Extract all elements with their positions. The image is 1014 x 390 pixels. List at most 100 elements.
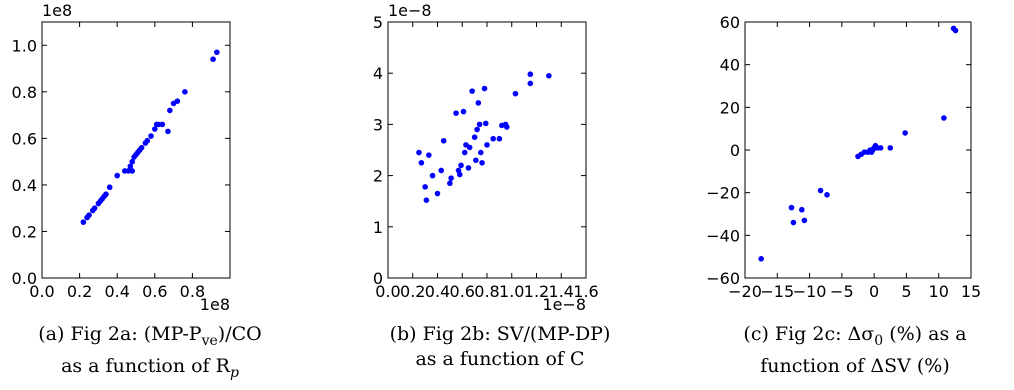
data-point-b [429, 172, 436, 179]
data-point-a [106, 184, 113, 191]
data-point-c [952, 27, 959, 34]
x-tick-label-a: 0.0 [29, 282, 54, 301]
data-point-c [902, 130, 908, 136]
y-tick-label-a: 0.6 [12, 129, 37, 148]
x-tick-label-a: 0.8 [180, 282, 205, 301]
data-point-b [471, 134, 478, 140]
data-point-a [129, 168, 136, 174]
y-tick-label-b: 2 [373, 167, 383, 186]
data-point-b [527, 71, 534, 78]
chart-panel-c: −20 −15 −10 −5 0 5 10 15 −60 −40 −20 0 20 40 60 (c) Fi… [705, 0, 1005, 390]
caption-a: (a) Fig 2a: (MP-Pve)/CO as a function of… [0, 322, 300, 386]
data-point-c [887, 145, 894, 151]
y-tick-label-a: 0.8 [12, 83, 37, 102]
data-point-a [159, 121, 166, 128]
data-point-a [152, 126, 158, 132]
x-tick-label-b: 1.0 [499, 282, 524, 301]
data-point-b [447, 180, 453, 187]
data-point-b [465, 165, 472, 171]
y-tick-label-b: 1 [373, 218, 383, 237]
x-tick-label-a: 0.6 [142, 282, 167, 301]
y-tick-label-c: 20 [720, 98, 740, 117]
data-point-a [144, 137, 151, 144]
data-point-b [481, 85, 488, 92]
data-point-a [127, 163, 134, 170]
data-point-b [461, 149, 468, 156]
data-point-b [423, 197, 430, 203]
data-point-b [466, 144, 473, 151]
data-point-b [546, 72, 552, 79]
x-tick-label-b: 1.4 [549, 282, 574, 301]
data-point-c [799, 206, 805, 213]
data-point-a [80, 219, 87, 225]
data-point-b [456, 171, 463, 178]
data-point-b [490, 135, 496, 142]
y-multiplier-a: 1e8 [42, 1, 72, 20]
data-point-c [788, 204, 795, 211]
data-point-a [214, 49, 220, 56]
data-point-c [824, 192, 830, 198]
data-point-a [167, 107, 173, 114]
data-point-b [469, 88, 475, 94]
y-tick-label-b: 3 [373, 115, 383, 134]
y-tick-label-c: −60 [706, 269, 740, 288]
data-point-b [476, 121, 483, 128]
data-point-b [416, 149, 422, 156]
scatter-chart-a: 0.0 0.2 0.4 0.6 0.8 0.0 0.2 0.4 0.6 0.8 1.0 1e8 1e8 [12, 1, 231, 314]
data-point-a [165, 128, 171, 135]
y-tick-label-a: 0.2 [12, 222, 37, 241]
data-point-b [426, 152, 432, 158]
y-tick-label-a: 1.0 [12, 36, 37, 55]
data-point-c [790, 219, 797, 226]
caption-b: (b) Fig 2b: SV/(MP-DP) as a function of … [350, 322, 650, 372]
chart-panel-b: 0.0 0.2 0.4 0.6 0.8 1.0 1.2 1.4 1.6 0 1 2 3 4 5 1e−8 1e−… [350, 0, 650, 390]
data-point-b [475, 100, 482, 106]
y-tick-label-b: 0 [373, 269, 383, 288]
x-tick-label-c: −10 [793, 282, 827, 301]
x-multiplier-a: 1e8 [200, 295, 230, 314]
caption-c: (c) Fig 2c: Δσ0 (%) as a function of ΔSV… [705, 322, 1005, 379]
data-point-a [148, 133, 154, 139]
data-point-c [801, 217, 808, 224]
caption-c-line2: function of ΔSV (%) [760, 354, 950, 377]
data-point-b [448, 175, 454, 181]
caption-c-line1: (c) Fig 2c: Δσ0 (%) as a [743, 323, 967, 349]
x-tick-label-c: −20 [728, 282, 762, 301]
y-tick-label-c: −40 [706, 226, 740, 245]
x-tick-label-b: 0.0 [375, 282, 400, 301]
data-point-b [482, 120, 489, 127]
plot-frame-c [744, 21, 972, 279]
data-point-b [438, 167, 445, 174]
y-tick-label-c: 40 [720, 56, 740, 75]
plot-frame-b [387, 21, 587, 279]
data-point-b [478, 149, 484, 156]
y-tick-label-b: 5 [373, 13, 383, 32]
data-point-b [434, 190, 441, 197]
data-point-b [458, 162, 464, 169]
x-tick-label-a: 0.4 [104, 282, 129, 301]
x-tick-label-c: 5 [901, 282, 911, 301]
y-tick-label-c: 0 [730, 141, 740, 160]
x-tick-label-b: 0.6 [450, 282, 475, 301]
data-point-c [941, 115, 947, 121]
x-tick-label-b: 0.2 [400, 282, 425, 301]
data-point-c [877, 145, 884, 151]
y-tick-label-c: 60 [720, 13, 740, 32]
x-tick-label-b: 1.6 [573, 282, 598, 301]
data-point-b [460, 108, 467, 115]
x-tick-label-b: 1.2 [524, 282, 549, 301]
x-tick-label-b: 0.4 [425, 282, 450, 301]
data-point-b [512, 90, 519, 97]
data-point-a [138, 144, 145, 151]
caption-b-line1: (b) Fig 2b: SV/(MP-DP) [389, 323, 611, 345]
y-tick-label-c: −20 [706, 184, 740, 203]
data-point-b [422, 184, 428, 190]
caption-a-line1: (a) Fig 2a: (MP-Pve)/CO [38, 323, 262, 349]
y-tick-label-b: 4 [373, 64, 383, 83]
plot-frame-a [41, 21, 231, 279]
x-tick-label-a: 0.2 [67, 282, 92, 301]
data-point-a [182, 89, 188, 95]
x-tick-label-c: 0 [869, 282, 879, 301]
data-point-b [440, 137, 447, 144]
y-multiplier-b: 1e−8 [388, 1, 432, 20]
